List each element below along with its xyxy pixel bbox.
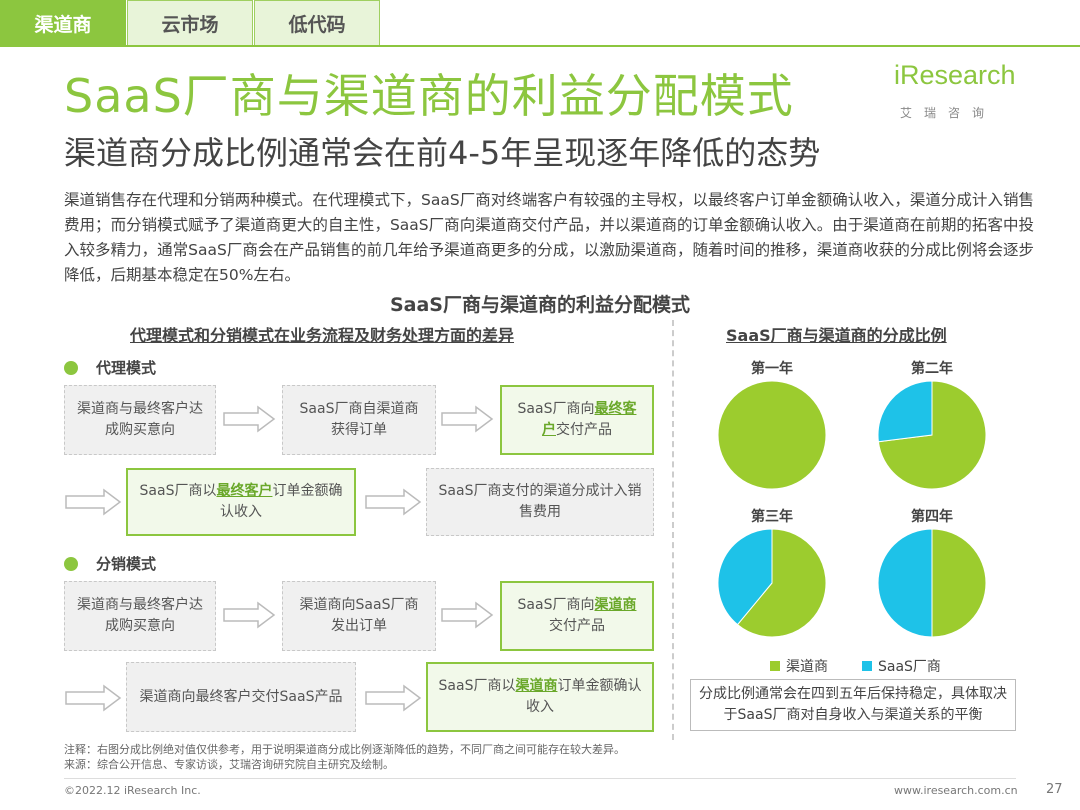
agency-step-2: SaaS厂商自渠道商获得订单	[282, 385, 436, 455]
distribution-mode-label: 分销模式	[64, 553, 156, 574]
year-label: 第一年	[751, 361, 793, 377]
pie-year-3	[717, 528, 827, 638]
distribution-step-1: 渠道商与最终客户达成购买意向	[64, 581, 216, 651]
footnote-note: 注释：右图分成比例绝对值仅供参考，用于说明渠道商分成比例逐渐降低的趋势，不同厂商…	[64, 743, 625, 756]
pie-year-2	[877, 380, 987, 490]
iresearch-logo: iResearch 艾瑞咨询	[894, 60, 1034, 120]
tab-low-code[interactable]: 低代码	[254, 0, 380, 46]
agency-step-3-pre: SaaS厂商向	[517, 401, 595, 417]
distribution-step-4: 渠道商向最终客户交付SaaS产品	[126, 662, 356, 732]
diagram-title: SaaS厂商与渠道商的利益分配模式	[389, 294, 690, 316]
pie-slice-channel	[736, 528, 827, 638]
process-diff-header: 代理模式和分销模式在业务流程及财务处理方面的差异	[130, 326, 515, 345]
section-tabs: 渠道商 云市场 低代码	[0, 0, 380, 46]
distribution-step-3-pre: SaaS厂商向	[517, 597, 595, 613]
year-label: 第二年	[911, 361, 953, 377]
legend-label-saas: SaaS厂商	[878, 659, 941, 675]
pie-year-4	[877, 528, 987, 638]
distribution-mode-text: 分销模式	[96, 555, 157, 573]
tab-cloud-market[interactable]: 云市场	[127, 0, 253, 46]
agency-step-3-highlight: 最终客户	[542, 401, 637, 438]
pie-slice-channel	[931, 528, 987, 638]
distribution-step-3-post: 交付产品	[549, 618, 605, 634]
bullet-dot	[64, 360, 78, 375]
legend-swatch-saas	[862, 661, 872, 671]
copyright: ©2022.12 iResearch Inc.	[64, 784, 201, 797]
tab-divider	[0, 45, 1080, 47]
arrow-right-icon	[365, 488, 422, 516]
agency-step-4-post: 订单金额确认收入	[220, 483, 343, 520]
page-subtitle: 渠道商分成比例通常会在前4-5年呈现逐年降低的态势	[64, 134, 821, 172]
arrow-right-icon	[441, 405, 494, 433]
legend-swatch-channel	[770, 661, 780, 671]
distribution-step-5-pre: SaaS厂商以	[438, 678, 516, 694]
arrow-right-icon	[65, 684, 122, 712]
distribution-step-2: 渠道商向SaaS厂商发出订单	[282, 581, 436, 651]
logo-wordmark: iResearch	[894, 60, 1016, 90]
pie-slice-channel	[717, 380, 827, 490]
bullet-dot	[64, 556, 78, 571]
distribution-step-5-post: 订单金额确认收入	[526, 678, 642, 715]
agency-step-4-pre: SaaS厂商以	[139, 483, 217, 499]
agency-step-3-post: 交付产品	[556, 422, 612, 438]
pie-note: 分成比例通常会在四到五年后保持稳定，具体取决于SaaS厂商对自身收入与渠道关系的…	[690, 679, 1016, 731]
arrow-right-icon	[223, 601, 276, 629]
intro-paragraph: 渠道销售存在代理和分销两种模式。在代理模式下，SaaS厂商对终端客户有较强的主导…	[64, 191, 1034, 284]
agency-step-4-highlight: 最终客户	[216, 483, 273, 499]
page-title: SaaS厂商与渠道商的利益分配模式	[64, 69, 794, 123]
ratio-header: SaaS厂商与渠道商的分成比例	[726, 326, 947, 345]
page-number: 27	[1046, 782, 1063, 797]
arrow-right-icon	[365, 684, 422, 712]
year-label: 第四年	[911, 509, 953, 525]
agency-step-4: SaaS厂商以最终客户订单金额确认收入	[126, 468, 356, 536]
distribution-step-3-highlight: 渠道商	[594, 597, 637, 613]
chart-legend: 渠道商 SaaS厂商	[770, 656, 941, 676]
logo-chinese: 艾瑞咨询	[900, 106, 997, 120]
arrow-right-icon	[65, 488, 122, 516]
distribution-step-3: SaaS厂商向渠道商交付产品	[500, 581, 654, 651]
website: www.iresearch.com.cn	[894, 784, 1018, 797]
agency-step-5: SaaS厂商支付的渠道分成计入销售费用	[426, 468, 654, 536]
distribution-step-5-highlight: 渠道商	[515, 678, 558, 694]
agency-mode-label: 代理模式	[64, 357, 156, 378]
distribution-step-5: SaaS厂商以渠道商订单金额确认收入	[426, 662, 654, 732]
pie-slice-saas	[877, 528, 933, 638]
tab-channel[interactable]: 渠道商	[0, 0, 126, 46]
agency-mode-text: 代理模式	[96, 359, 157, 377]
legend-label-channel: 渠道商	[786, 659, 828, 675]
pie-slice-saas	[877, 380, 933, 443]
pie-slice-saas	[717, 528, 773, 626]
arrow-right-icon	[223, 405, 276, 433]
pie-year-1	[717, 380, 827, 490]
vertical-divider	[672, 320, 674, 740]
arrow-right-icon	[441, 601, 494, 629]
footnote-source: 来源：综合公开信息、专家访谈，艾瑞咨询研究院自主研究及绘制。	[64, 758, 394, 771]
agency-step-3: SaaS厂商向最终客户交付产品	[500, 385, 654, 455]
year-label: 第三年	[751, 509, 793, 525]
agency-step-1: 渠道商与最终客户达成购买意向	[64, 385, 216, 455]
footer-rule	[64, 778, 1016, 779]
